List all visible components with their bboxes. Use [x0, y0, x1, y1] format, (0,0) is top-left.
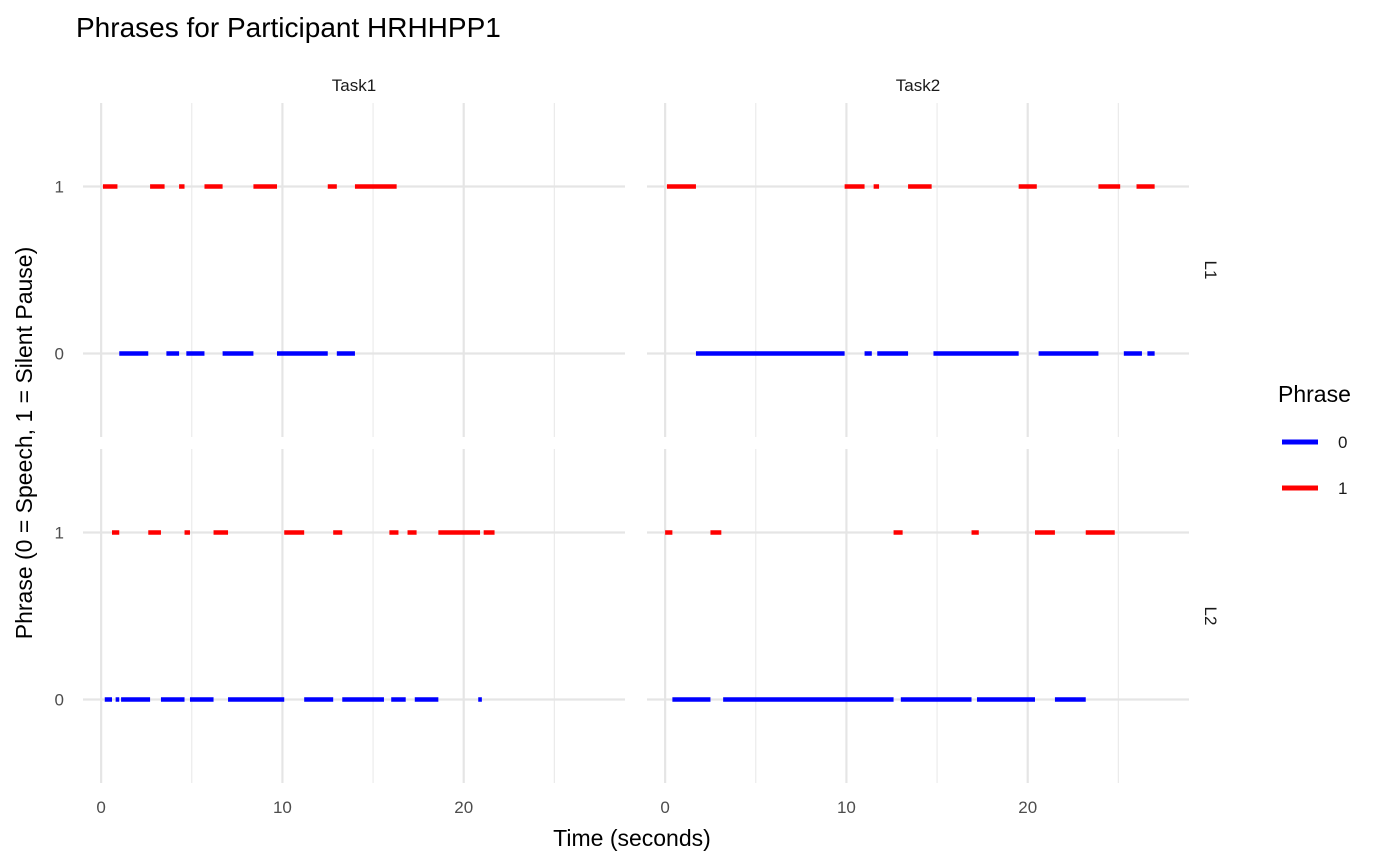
legend-label: 0 [1338, 433, 1347, 452]
strip-label-row: L2 [1201, 607, 1220, 626]
chart-title: Phrases for Participant HRHHPP1 [76, 12, 501, 43]
y-axis-title: Phrase (0 = Speech, 1 = Silent Pause) [11, 247, 37, 640]
panel-task2-l2 [647, 449, 1189, 783]
y-tick-label: 1 [55, 178, 64, 197]
y-tick-label: 1 [55, 524, 64, 543]
strip-label-row: L1 [1201, 261, 1220, 280]
strip-label-col: Task2 [896, 76, 940, 95]
x-axis-title: Time (seconds) [553, 825, 711, 851]
strip-label-col: Task1 [332, 76, 376, 95]
x-tick-label: 10 [837, 798, 856, 817]
x-tick-label: 0 [96, 798, 105, 817]
legend-title: Phrase [1278, 381, 1351, 407]
x-tick-label: 0 [660, 798, 669, 817]
legend: Phrase 0 1 [1278, 381, 1351, 498]
y-tick-label: 0 [55, 345, 64, 364]
panel-task2-l1 [647, 103, 1189, 437]
panel-task1-l1 [83, 103, 625, 437]
x-tick-label: 20 [1018, 798, 1037, 817]
legend-label: 1 [1338, 479, 1347, 498]
strip-labels-layer: Task1 Task2 L1 L2 [332, 76, 1220, 625]
x-tick-label: 10 [273, 798, 292, 817]
x-tick-label: 20 [454, 798, 473, 817]
panels-layer [83, 103, 1189, 783]
y-tick-label: 0 [55, 691, 64, 710]
panel-task1-l2 [83, 449, 625, 783]
